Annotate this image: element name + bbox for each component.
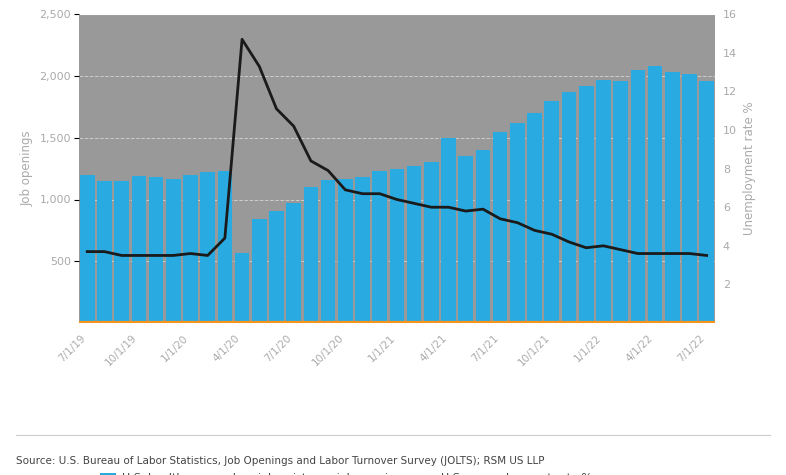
Bar <box>700 81 714 323</box>
Bar <box>303 187 318 323</box>
Legend: U.S. health care and social assistance job openings, U.S. unemployment rate %: U.S. health care and social assistance j… <box>95 468 597 475</box>
Bar <box>218 171 232 323</box>
Bar <box>80 175 94 323</box>
Bar <box>613 81 628 323</box>
Y-axis label: Unemployment rate %: Unemployment rate % <box>743 102 755 236</box>
Bar <box>355 177 370 323</box>
Bar <box>252 219 266 323</box>
Bar <box>527 113 542 323</box>
Bar <box>562 92 576 323</box>
Bar <box>493 132 508 323</box>
Bar <box>476 150 490 323</box>
Bar <box>545 101 559 323</box>
Bar <box>338 179 353 323</box>
Bar <box>424 162 439 323</box>
Bar <box>579 86 593 323</box>
Bar <box>665 72 680 323</box>
Text: Source: U.S. Bureau of Labor Statistics, Job Openings and Labor Turnover Survey : Source: U.S. Bureau of Labor Statistics,… <box>16 456 544 466</box>
Bar <box>166 179 181 323</box>
Bar <box>682 74 696 323</box>
Bar <box>510 123 525 323</box>
Bar <box>269 210 284 323</box>
Bar <box>131 176 146 323</box>
Bar <box>596 80 611 323</box>
Bar <box>97 181 112 323</box>
Bar <box>235 253 249 323</box>
Bar <box>183 175 198 323</box>
Bar <box>390 169 404 323</box>
Bar <box>458 156 473 323</box>
Bar <box>373 171 387 323</box>
Bar <box>321 180 336 323</box>
Bar <box>407 166 421 323</box>
Bar <box>441 138 456 323</box>
Bar <box>149 177 163 323</box>
Bar <box>200 172 215 323</box>
Bar <box>114 181 129 323</box>
Bar <box>648 66 663 323</box>
Y-axis label: Job openings: Job openings <box>20 131 34 207</box>
Bar <box>286 203 301 323</box>
Bar <box>630 70 645 323</box>
